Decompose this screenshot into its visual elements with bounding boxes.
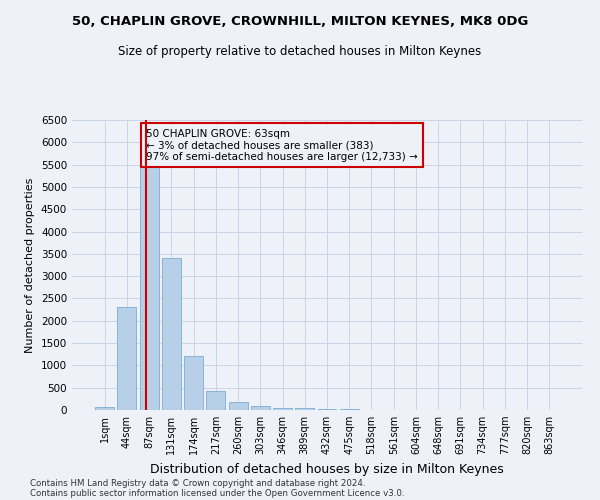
Bar bbox=[251, 406, 270, 410]
Bar bbox=[184, 356, 203, 410]
Y-axis label: Number of detached properties: Number of detached properties bbox=[25, 178, 35, 352]
Text: Size of property relative to detached houses in Milton Keynes: Size of property relative to detached ho… bbox=[118, 45, 482, 58]
Bar bbox=[317, 409, 337, 410]
X-axis label: Distribution of detached houses by size in Milton Keynes: Distribution of detached houses by size … bbox=[150, 462, 504, 475]
Text: Contains public sector information licensed under the Open Government Licence v3: Contains public sector information licen… bbox=[30, 488, 404, 498]
Bar bbox=[206, 391, 225, 410]
Bar bbox=[118, 308, 136, 410]
Text: 50, CHAPLIN GROVE, CROWNHILL, MILTON KEYNES, MK8 0DG: 50, CHAPLIN GROVE, CROWNHILL, MILTON KEY… bbox=[72, 15, 528, 28]
Bar bbox=[140, 151, 158, 410]
Bar bbox=[295, 408, 314, 410]
Bar bbox=[229, 402, 248, 410]
Text: 50 CHAPLIN GROVE: 63sqm
← 3% of detached houses are smaller (383)
97% of semi-de: 50 CHAPLIN GROVE: 63sqm ← 3% of detached… bbox=[146, 128, 418, 162]
Bar bbox=[95, 408, 114, 410]
Text: Contains HM Land Registry data © Crown copyright and database right 2024.: Contains HM Land Registry data © Crown c… bbox=[30, 478, 365, 488]
Bar bbox=[162, 258, 181, 410]
Bar bbox=[273, 408, 292, 410]
